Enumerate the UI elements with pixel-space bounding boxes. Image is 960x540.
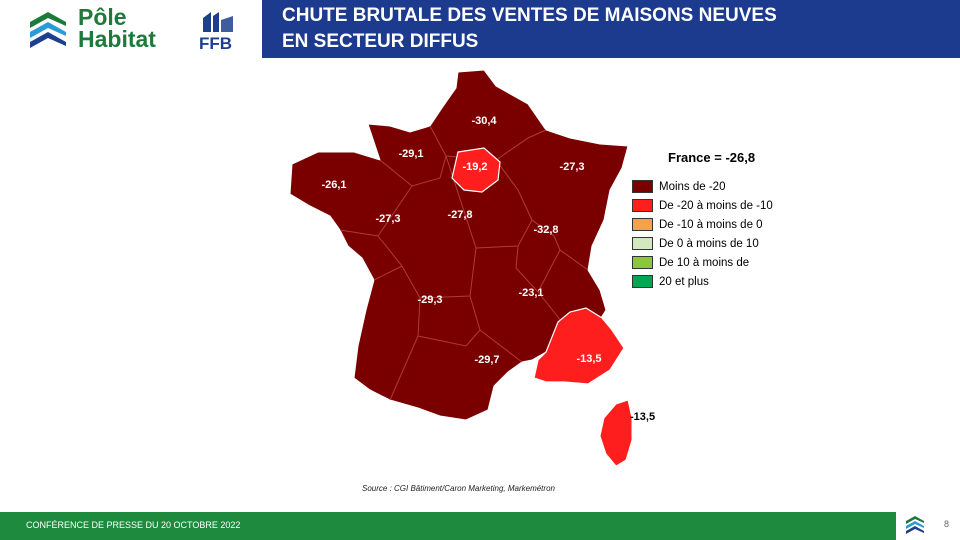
legend-label: De 10 à moins de <box>659 256 750 269</box>
pole-habitat-logo: Pôle Habitat FFB <box>24 6 239 58</box>
ffb-house-icon <box>203 12 233 32</box>
title-line1: CHUTE BRUTALE DES VENTES DE MAISONS NEUV… <box>282 5 777 26</box>
legend-label: Moins de -20 <box>659 180 726 193</box>
legend-item: De 10 à moins de <box>632 253 832 272</box>
footer-text: CONFÉRENCE DE PRESSE DU 20 OCTOBRE 2022 <box>26 520 241 530</box>
label-pays-de-la-loire: -27,3 <box>375 213 400 225</box>
legend-swatch <box>632 256 653 269</box>
legend-label: 20 et plus <box>659 275 709 288</box>
label-hauts-de-france: -30,4 <box>471 115 497 127</box>
legend-label: De -20 à moins de -10 <box>659 199 773 212</box>
label-bourgogne-franche-comte: -32,8 <box>533 224 558 236</box>
legend-item: Moins de -20 <box>632 177 832 196</box>
label-centre-val-de-loire: -27,8 <box>447 209 472 221</box>
label-grand-est: -27,3 <box>559 161 584 173</box>
label-normandie: -29,1 <box>398 148 423 160</box>
legend-swatch <box>632 218 653 231</box>
label-nouvelle-aquitaine: -29,3 <box>417 294 442 306</box>
legend-label: De -10 à moins de 0 <box>659 218 763 231</box>
map-legend: France = -26,8 Moins de -20 De -20 à moin… <box>632 150 832 291</box>
legend-swatch <box>632 180 653 193</box>
legend-items: Moins de -20 De -20 à moins de -10 De -10 … <box>632 177 832 291</box>
label-ile-de-france: -19,2 <box>462 161 487 173</box>
region-ile-de-france <box>451 147 501 193</box>
title-bar: CHUTE BRUTALE DES VENTES DE MAISONS NEUV… <box>262 0 960 58</box>
region-corse <box>599 399 633 467</box>
label-corse: -13,5 <box>630 411 655 423</box>
label-bretagne: -26,1 <box>321 179 346 191</box>
national-total: France = -26,8 <box>668 150 756 165</box>
logo-ffb: FFB <box>199 34 233 53</box>
footer-logo-icon <box>906 516 924 534</box>
label-auvergne-rhone-alpes: -23,1 <box>518 287 543 299</box>
legend-item: 20 et plus <box>632 272 832 291</box>
mainland-outline <box>289 69 629 421</box>
label-paca: -13,5 <box>576 353 601 365</box>
footer-bar: CONFÉRENCE DE PRESSE DU 20 OCTOBRE 2022 <box>0 512 896 540</box>
logo-line2: Habitat <box>78 26 156 52</box>
legend-swatch <box>632 237 653 250</box>
france-regions-map: -30,4 -29,1 -19,2 -27,3 -26,1 -27,3 -27,… <box>289 69 655 467</box>
logo-line1: Pôle <box>78 4 127 30</box>
legend-swatch <box>632 199 653 212</box>
legend-item: De -20 à moins de -10 <box>632 196 832 215</box>
region-borders <box>339 125 589 401</box>
pole-habitat-mark-icon <box>30 12 66 48</box>
legend-swatch <box>632 275 653 288</box>
legend-item: De -10 à moins de 0 <box>632 215 832 234</box>
label-occitanie: -29,7 <box>474 354 499 366</box>
region-paca <box>533 307 625 385</box>
legend-item: De 0 à moins de 10 <box>632 234 832 253</box>
legend-label: De 0 à moins de 10 <box>659 237 759 250</box>
title-line2: EN SECTEUR DIFFUS <box>282 31 479 52</box>
page-number: 8 <box>944 519 950 529</box>
source-note: Source : CGI Bâtiment/Caron Marketing, M… <box>362 484 555 493</box>
